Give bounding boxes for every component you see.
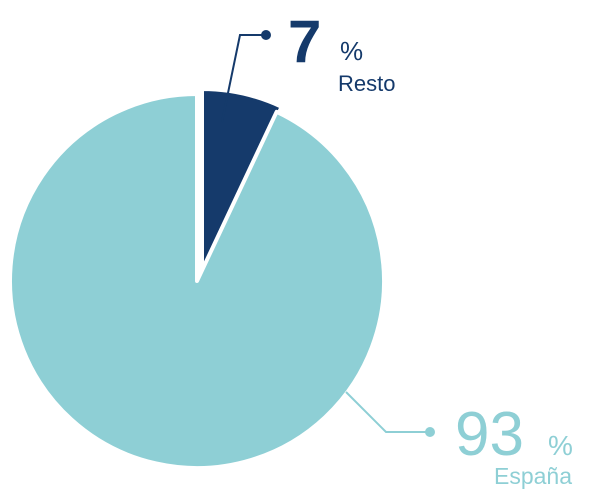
value-label: 7 [288,8,321,75]
unit-label: % [548,430,573,461]
unit-label: % [340,36,363,66]
leader-line [345,391,430,433]
value-label: 93 [455,400,524,469]
leader-line [221,34,266,123]
category-label: España [494,463,572,489]
leader-dot [261,30,271,40]
leader-dot [425,427,435,437]
pie-slice [8,92,386,470]
category-label: Resto [338,71,395,96]
